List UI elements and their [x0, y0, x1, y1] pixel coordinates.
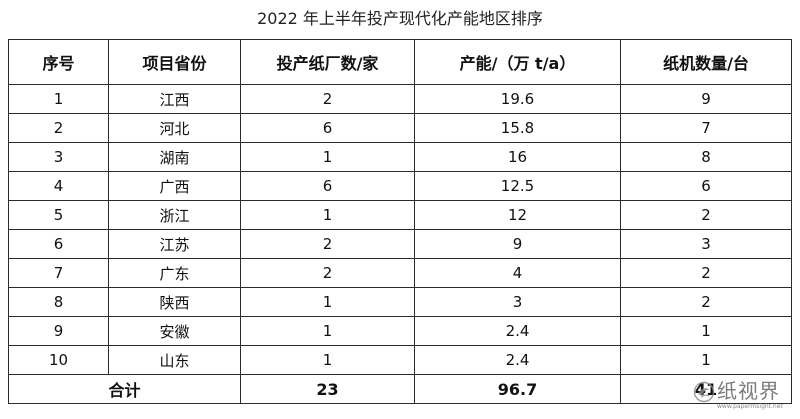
cell-machine-count: 1: [620, 316, 792, 346]
cell-index: 10: [8, 345, 109, 375]
header-machine-count: 纸机数量/台: [620, 39, 792, 85]
table-row: 8 陕西 1 3 2: [8, 287, 792, 317]
cell-province: 河北: [108, 113, 241, 143]
page-title: 2022 年上半年投产现代化产能地区排序: [257, 9, 543, 28]
table-row: 7 广东 2 4 2: [8, 258, 792, 288]
total-machine-count: 41: [620, 374, 792, 404]
total-row: 合计 23 96.7 41: [8, 374, 792, 404]
cell-province: 山东: [108, 345, 241, 375]
cell-machine-count: 8: [620, 142, 792, 172]
capacity-table: 序号 项目省份 投产纸厂数/家 产能/（万 t/a） 纸机数量/台 1 江西 2…: [8, 39, 792, 404]
header-row: 序号 项目省份 投产纸厂数/家 产能/（万 t/a） 纸机数量/台: [8, 39, 792, 85]
cell-machine-count: 7: [620, 113, 792, 143]
cell-index: 5: [8, 200, 109, 230]
cell-mill-count: 1: [240, 142, 415, 172]
cell-province: 广东: [108, 258, 241, 288]
cell-mill-count: 1: [240, 287, 415, 317]
cell-province: 湖南: [108, 142, 241, 172]
cell-province: 广西: [108, 171, 241, 201]
cell-mill-count: 1: [240, 345, 415, 375]
cell-capacity: 2.4: [414, 345, 621, 375]
cell-mill-count: 1: [240, 316, 415, 346]
table-row: 5 浙江 1 12 2: [8, 200, 792, 230]
total-mill-count: 23: [240, 374, 415, 404]
cell-index: 1: [8, 84, 109, 114]
table-footer: 合计 23 96.7 41: [8, 374, 792, 404]
table-row: 6 江苏 2 9 3: [8, 229, 792, 259]
cell-mill-count: 6: [240, 113, 415, 143]
cell-capacity: 4: [414, 258, 621, 288]
cell-mill-count: 2: [240, 229, 415, 259]
cell-mill-count: 2: [240, 258, 415, 288]
cell-province: 陕西: [108, 287, 241, 317]
cell-machine-count: 9: [620, 84, 792, 114]
table-header: 序号 项目省份 投产纸厂数/家 产能/（万 t/a） 纸机数量/台: [8, 39, 792, 85]
cell-capacity: 19.6: [414, 84, 621, 114]
table-row: 2 河北 6 15.8 7: [8, 113, 792, 143]
cell-capacity: 15.8: [414, 113, 621, 143]
cell-index: 2: [8, 113, 109, 143]
header-province: 项目省份: [108, 39, 241, 85]
header-capacity: 产能/（万 t/a）: [414, 39, 621, 85]
table-row: 1 江西 2 19.6 9: [8, 84, 792, 114]
table-body: 1 江西 2 19.6 9 2 河北 6 15.8 7 3 湖南 1 16 8 …: [8, 84, 792, 375]
cell-capacity: 2.4: [414, 316, 621, 346]
cell-index: 8: [8, 287, 109, 317]
cell-province: 江苏: [108, 229, 241, 259]
cell-machine-count: 2: [620, 287, 792, 317]
cell-capacity: 9: [414, 229, 621, 259]
cell-capacity: 16: [414, 142, 621, 172]
table-row: 3 湖南 1 16 8: [8, 142, 792, 172]
cell-machine-count: 1: [620, 345, 792, 375]
cell-machine-count: 2: [620, 258, 792, 288]
cell-capacity: 12: [414, 200, 621, 230]
cell-capacity: 3: [414, 287, 621, 317]
header-index: 序号: [8, 39, 109, 85]
cell-machine-count: 2: [620, 200, 792, 230]
cell-machine-count: 6: [620, 171, 792, 201]
cell-mill-count: 1: [240, 200, 415, 230]
watermark-url: www.papermsight.net: [717, 403, 783, 410]
cell-machine-count: 3: [620, 229, 792, 259]
cell-mill-count: 6: [240, 171, 415, 201]
cell-province: 江西: [108, 84, 241, 114]
cell-capacity: 12.5: [414, 171, 621, 201]
total-label: 合计: [8, 374, 241, 404]
cell-mill-count: 2: [240, 84, 415, 114]
cell-province: 浙江: [108, 200, 241, 230]
header-mill-count: 投产纸厂数/家: [240, 39, 415, 85]
table-row: 4 广西 6 12.5 6: [8, 171, 792, 201]
total-capacity: 96.7: [414, 374, 621, 404]
cell-index: 4: [8, 171, 109, 201]
cell-index: 6: [8, 229, 109, 259]
cell-index: 9: [8, 316, 109, 346]
cell-index: 3: [8, 142, 109, 172]
table-row: 10 山东 1 2.4 1: [8, 345, 792, 375]
cell-province: 安徽: [108, 316, 241, 346]
table-row: 9 安徽 1 2.4 1: [8, 316, 792, 346]
cell-index: 7: [8, 258, 109, 288]
